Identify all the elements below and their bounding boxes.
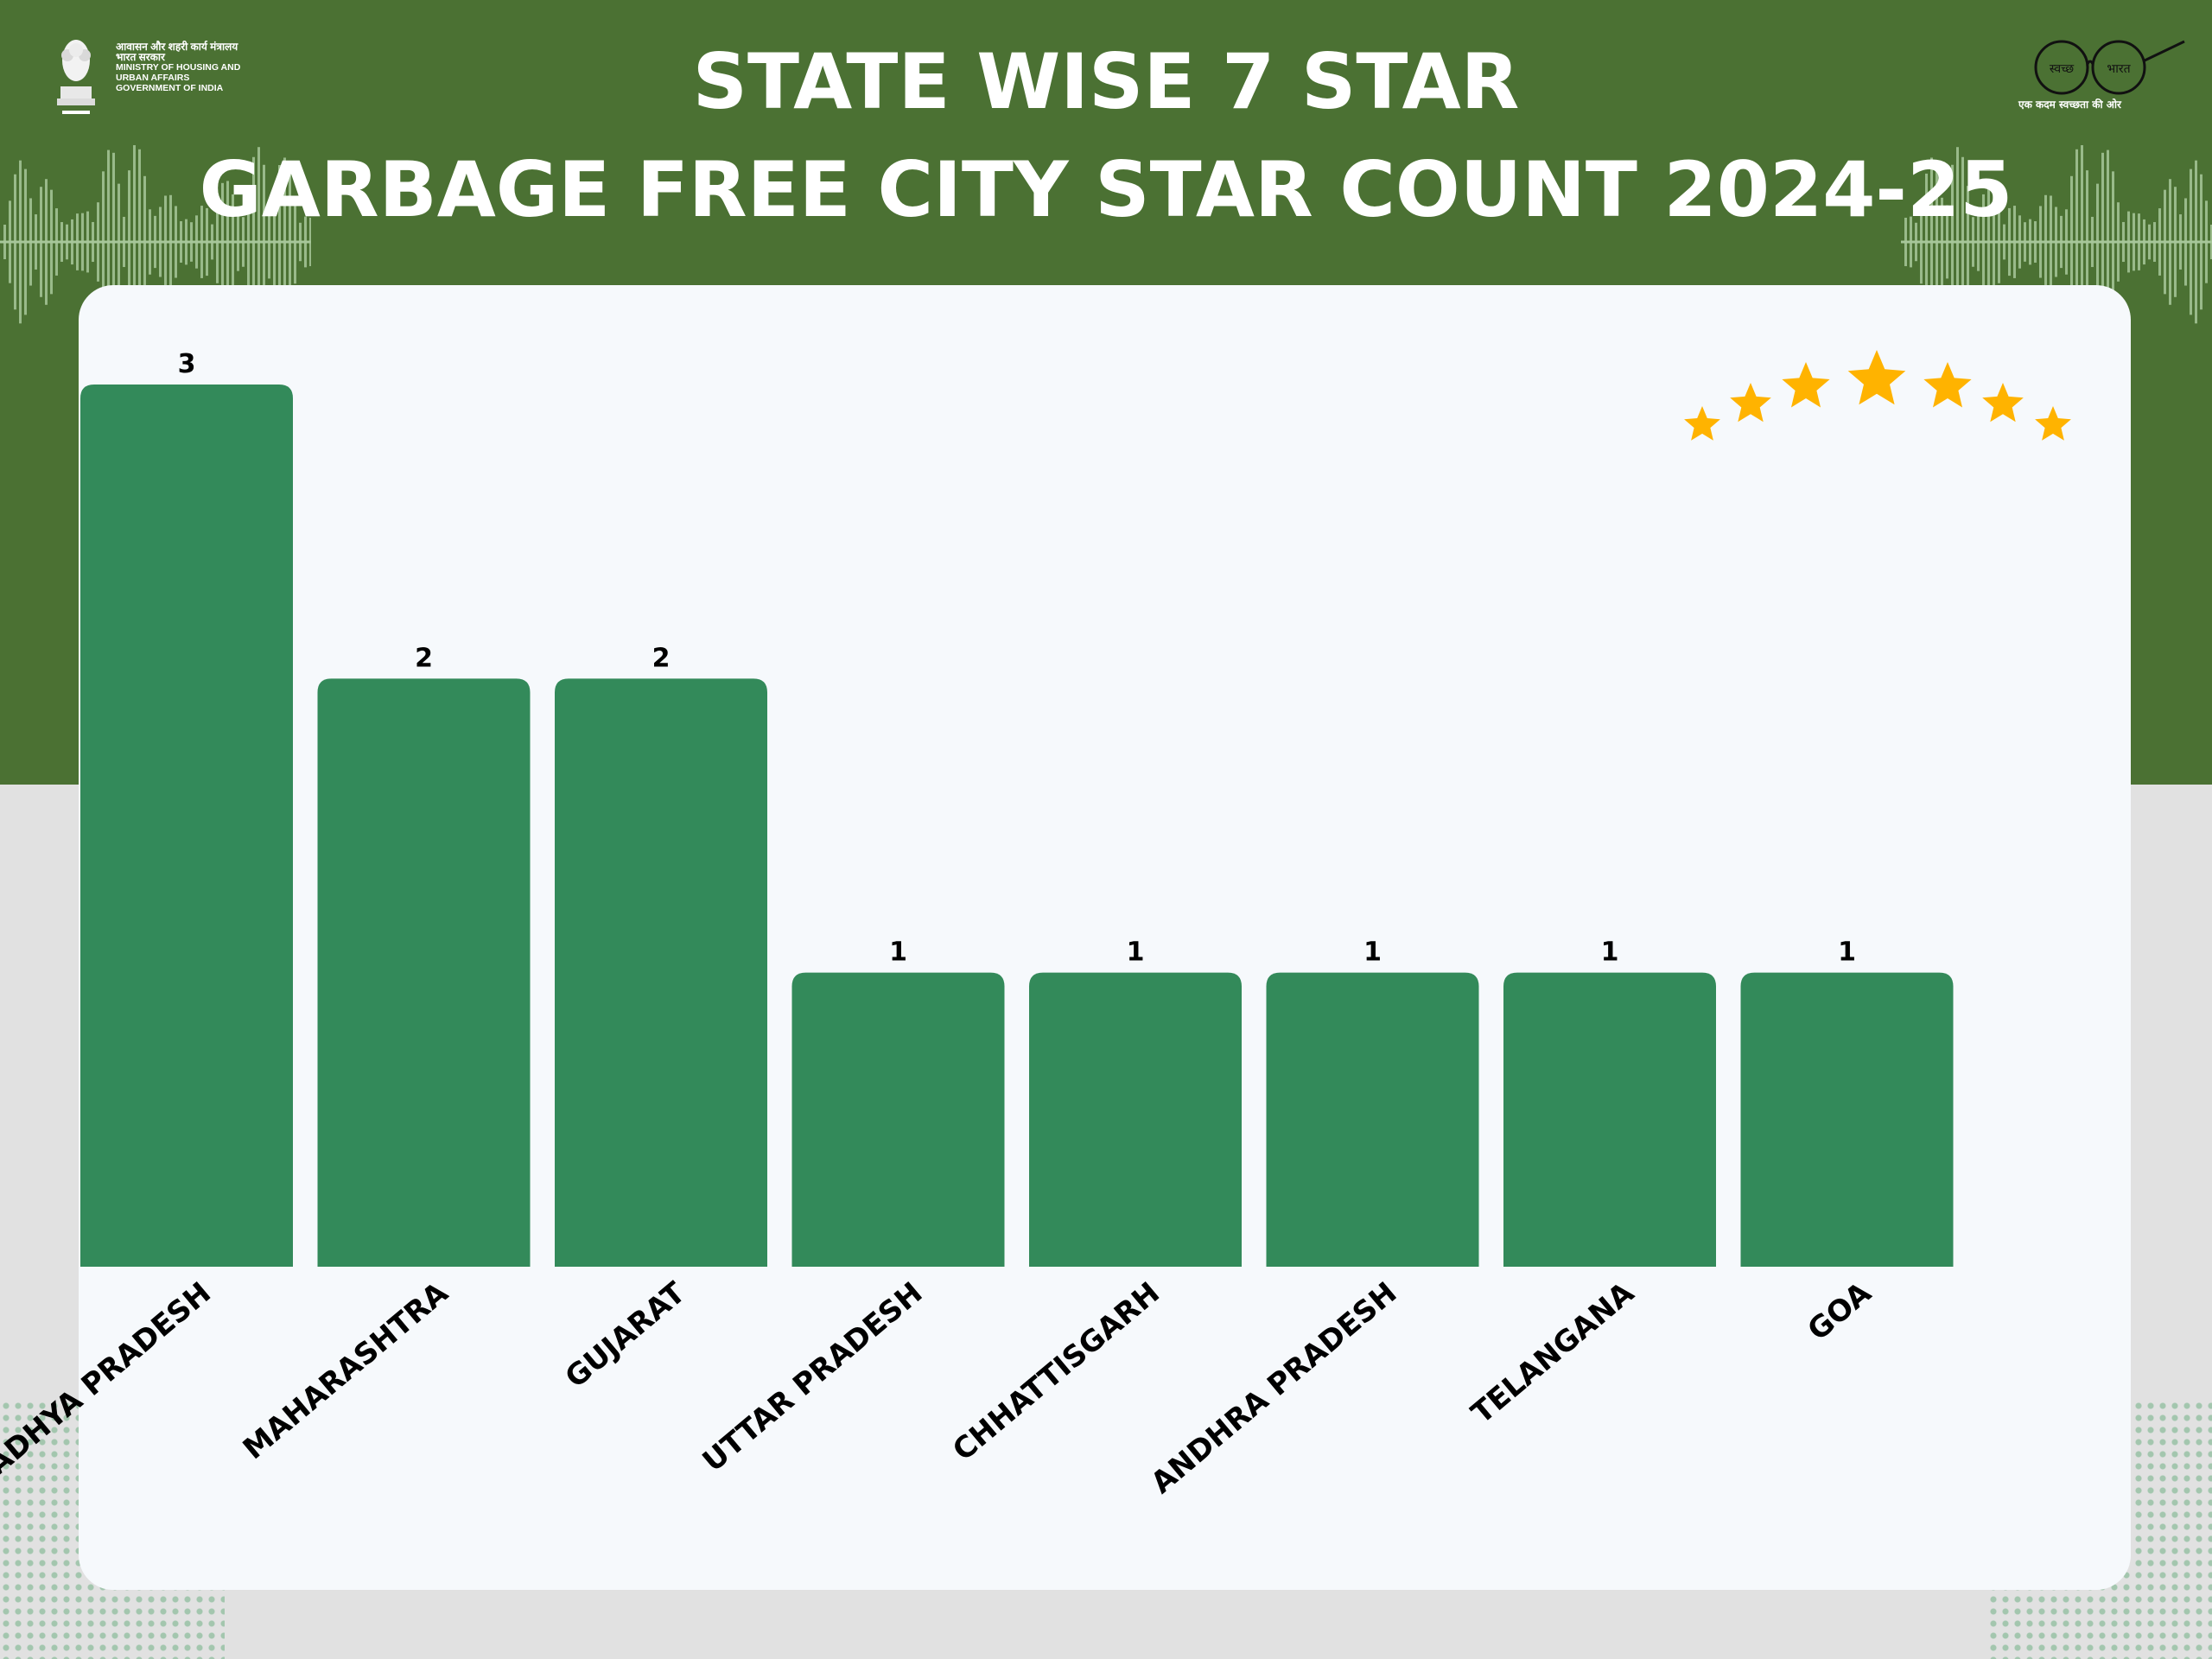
sound-wave-right-decoration xyxy=(1901,145,2212,339)
value-labels: 3 2 2 1 1 1 1 1 xyxy=(178,349,1856,968)
national-emblem-icon xyxy=(57,40,95,114)
chart-title-line-1: STATE WISE 7 STAR xyxy=(692,37,1520,126)
category-label: ANDHRA PRADESH xyxy=(1145,1275,1404,1500)
bar-maharashtra xyxy=(317,678,531,1267)
category-label: GOA xyxy=(1802,1275,1878,1348)
value-label: 1 xyxy=(1127,938,1145,968)
bar-chhattisgarh xyxy=(1029,972,1242,1267)
category-label: GUJARAT xyxy=(559,1275,693,1395)
swachh-logo-word-1: स्वच्छ xyxy=(2050,62,2075,76)
category-label: UTTAR PRADESH xyxy=(696,1275,930,1478)
bar-andhra-pradesh xyxy=(1266,972,1479,1267)
value-label: 1 xyxy=(889,938,907,968)
bar-gujarat xyxy=(555,678,767,1267)
government-name-hindi: भारत सरकार xyxy=(116,51,165,63)
value-label: 1 xyxy=(1363,938,1382,968)
chart-title-line-2: GARBAGE FREE CITY STAR COUNT 2024-25 xyxy=(199,145,2013,234)
star-icon xyxy=(1982,383,2024,423)
category-label: CHHATTISGARH xyxy=(946,1275,1166,1468)
bar-goa xyxy=(1740,972,1954,1267)
swachh-bharat-tagline: एक कदम स्वच्छता की ओर xyxy=(2018,99,2121,111)
bars xyxy=(80,385,1954,1267)
swachh-bharat-spectacles-logo-icon: स्वच्छ भारत xyxy=(2034,40,2185,95)
star-icon xyxy=(1923,362,1972,408)
government-of-india: GOVERNMENT OF INDIA xyxy=(116,83,224,93)
ministry-name-line-1: MINISTRY OF HOUSING AND xyxy=(116,62,241,73)
ministry-name-hindi: आवासन और शहरी कार्य मंत्रालय xyxy=(116,41,238,53)
bar-madhya-pradesh xyxy=(80,385,293,1267)
seven-star-rating-icon xyxy=(1684,350,2071,441)
bar-telangana xyxy=(1503,972,1716,1267)
category-label: MAHARASHTRA xyxy=(237,1275,455,1466)
star-icon xyxy=(1847,350,1906,405)
bar-uttar-pradesh xyxy=(791,972,1005,1267)
value-label: 2 xyxy=(652,643,671,673)
chart-title: STATE WISE 7 STAR GARBAGE FREE CITY STAR… xyxy=(0,35,2212,251)
value-label: 1 xyxy=(1601,938,1619,968)
category-labels: MADHYA PRADESH MAHARASHTRA GUJARAT UTTAR PR… xyxy=(0,1275,1878,1501)
star-icon xyxy=(1782,362,1830,408)
ministry-logo: आवासन और शहरी कार्य मंत्रालय भारत सरकार … xyxy=(52,35,294,121)
category-label: MADHYA PRADESH xyxy=(0,1275,218,1501)
star-icon xyxy=(2035,406,2071,441)
value-label: 1 xyxy=(1838,938,1856,968)
category-label: TELANGANA xyxy=(1465,1275,1641,1431)
value-label: 2 xyxy=(415,643,433,673)
value-label: 3 xyxy=(178,349,196,379)
sound-wave-left-decoration xyxy=(0,145,311,339)
star-icon xyxy=(1730,383,1771,423)
ministry-name-line-2: URBAN AFFAIRS xyxy=(116,73,190,83)
swachh-logo-word-2: भारत xyxy=(2107,62,2131,76)
star-icon xyxy=(1684,406,1720,441)
